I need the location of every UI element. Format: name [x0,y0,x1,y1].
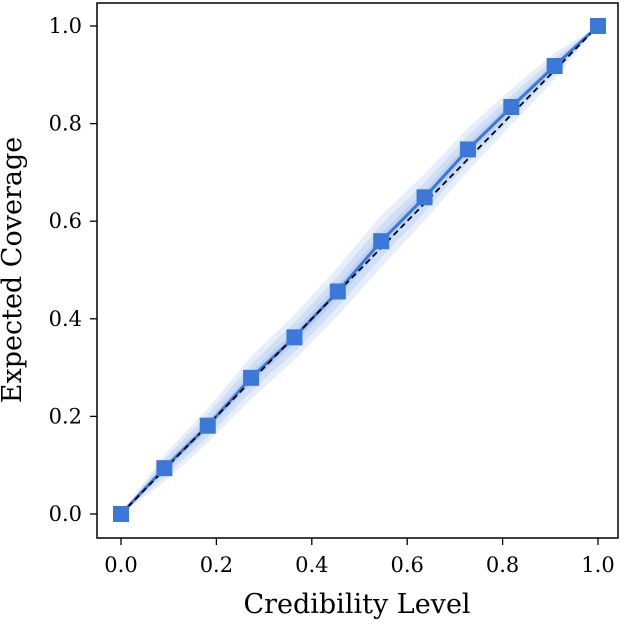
reference-layer [120,25,599,515]
data-point [329,283,346,300]
y-tick-label: 0.0 [49,502,82,526]
reference-diagonal [120,25,599,515]
markers-layer [113,18,606,522]
x-tick-label: 1.0 [581,553,614,577]
data-point [156,460,173,477]
y-tick-label: 0.6 [49,209,82,233]
y-tick-label: 1.0 [49,14,82,38]
data-point [590,18,606,34]
x-tick-label: 0.4 [295,553,328,577]
x-axis-label: Credibility Level [243,589,470,620]
data-point [416,189,433,206]
y-tick-label: 0.4 [49,307,82,331]
y-tick-label: 0.2 [49,404,82,428]
plot-frame [96,2,619,539]
y-tick-label: 0.8 [49,112,82,136]
data-point [373,233,390,250]
x-tick-label: 0.6 [390,553,423,577]
data-point [459,141,476,158]
y-axis-label: Expected Coverage [0,137,28,403]
data-point [503,99,520,116]
data-point [199,417,216,434]
y-axis: 0.0 0.2 0.4 0.6 0.8 1.0 [49,14,97,526]
x-tick-label: 0.0 [104,553,137,577]
data-point [243,369,260,386]
x-tick-label: 0.2 [200,553,233,577]
data-point [546,58,563,75]
data-point [286,329,303,346]
x-axis: 0.0 0.2 0.4 0.6 0.8 1.0 [104,538,615,577]
data-point [113,506,129,522]
x-tick-label: 0.8 [486,553,519,577]
